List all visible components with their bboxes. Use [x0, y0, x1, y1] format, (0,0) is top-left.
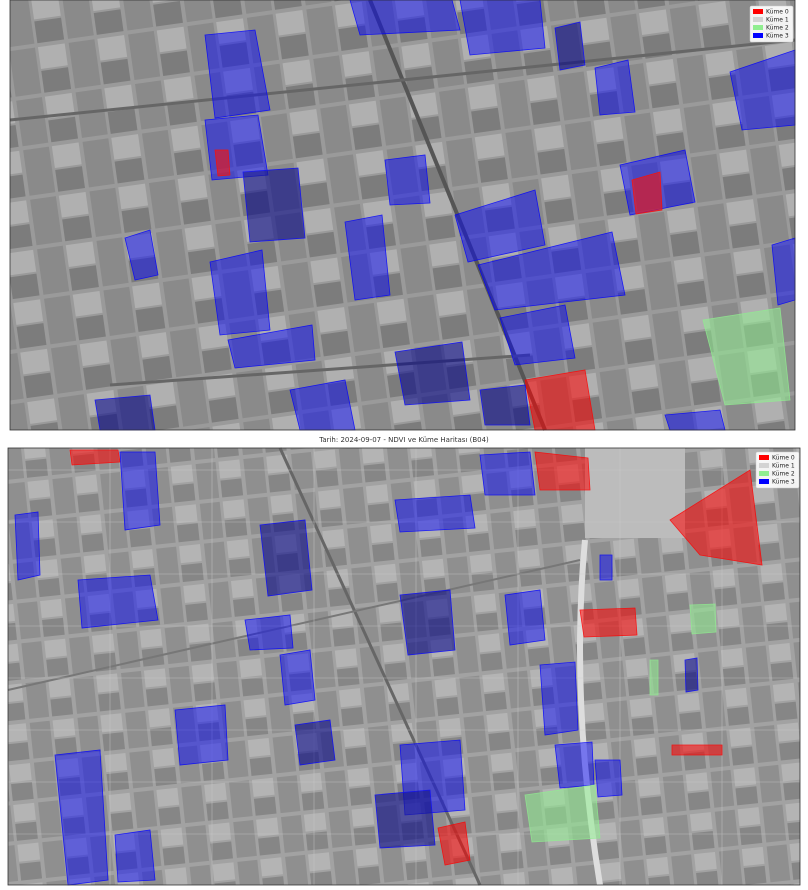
legend-label: Küme 1 — [772, 462, 795, 469]
legend-label: Küme 2 — [772, 470, 795, 477]
legend-label: Küme 0 — [766, 8, 789, 15]
road — [368, 0, 547, 431]
road — [7, 559, 581, 691]
legend-swatch — [753, 33, 763, 38]
cluster-region — [684, 657, 699, 693]
cluster-region — [534, 451, 591, 491]
frame — [7, 447, 801, 886]
cluster-region — [394, 494, 476, 533]
cluster-region — [579, 607, 638, 638]
map-title: Tarih: 2024-09-07 - NDVI ve Küme Haritas… — [318, 436, 489, 444]
cluster-region — [499, 304, 576, 366]
frame — [9, 0, 796, 431]
cluster-region — [244, 614, 294, 651]
legend-swatch — [759, 471, 769, 476]
legend-swatch — [753, 25, 763, 30]
legend-label: Küme 1 — [766, 16, 789, 23]
cluster-region — [259, 519, 313, 597]
cluster-region — [77, 574, 159, 629]
road — [278, 447, 482, 886]
cluster-region — [554, 21, 586, 71]
cluster-region — [454, 189, 546, 263]
cluster-region — [94, 394, 156, 431]
cluster-region — [671, 744, 723, 756]
cluster-region — [524, 784, 601, 843]
cluster-region — [294, 719, 336, 766]
legend-swatch — [759, 463, 769, 468]
cluster-region — [349, 0, 461, 36]
cluster-region — [204, 114, 269, 181]
cluster-region — [504, 589, 546, 646]
cluster-region — [209, 249, 271, 336]
cluster-region — [479, 384, 531, 426]
cluster-region — [119, 451, 161, 531]
cluster-region — [689, 603, 717, 635]
cluster-region — [459, 0, 546, 56]
cluster-region — [539, 661, 579, 736]
cluster-region — [594, 59, 636, 116]
cluster-region — [399, 589, 456, 656]
legend-swatch — [759, 455, 769, 460]
cluster-region — [669, 469, 763, 566]
cluster-region — [649, 659, 659, 696]
cluster-region — [374, 789, 436, 849]
cluster-region — [554, 741, 595, 789]
cluster-region — [524, 369, 596, 431]
cluster-region — [214, 149, 231, 177]
cluster-region — [242, 167, 306, 243]
cluster-region — [344, 214, 391, 301]
cluster-region — [114, 829, 156, 883]
cluster-region — [384, 154, 431, 206]
legend-label: Küme 3 — [766, 32, 789, 39]
cluster-region — [394, 341, 471, 406]
village — [585, 448, 685, 538]
cluster-region — [631, 171, 663, 215]
legend-label: Küme 2 — [766, 24, 789, 31]
legend-label: Küme 0 — [772, 454, 795, 461]
cluster-region — [479, 451, 536, 496]
cluster-region — [14, 511, 41, 581]
cluster-region — [477, 231, 626, 311]
legend-swatch — [759, 479, 769, 484]
cluster-region — [204, 29, 271, 119]
cluster-region — [124, 229, 159, 281]
legend-label: Küme 3 — [772, 478, 795, 485]
cluster-region — [54, 749, 109, 886]
road — [9, 38, 796, 122]
legend-swatch — [753, 17, 763, 22]
cluster-region — [279, 649, 316, 706]
cluster-region — [599, 554, 613, 581]
cluster-region — [174, 704, 229, 766]
cluster-region — [227, 324, 316, 369]
cluster-region — [437, 821, 471, 866]
legend-swatch — [753, 9, 763, 14]
cluster-region — [594, 759, 623, 798]
cluster-region — [702, 307, 791, 406]
cluster-region — [69, 449, 121, 466]
